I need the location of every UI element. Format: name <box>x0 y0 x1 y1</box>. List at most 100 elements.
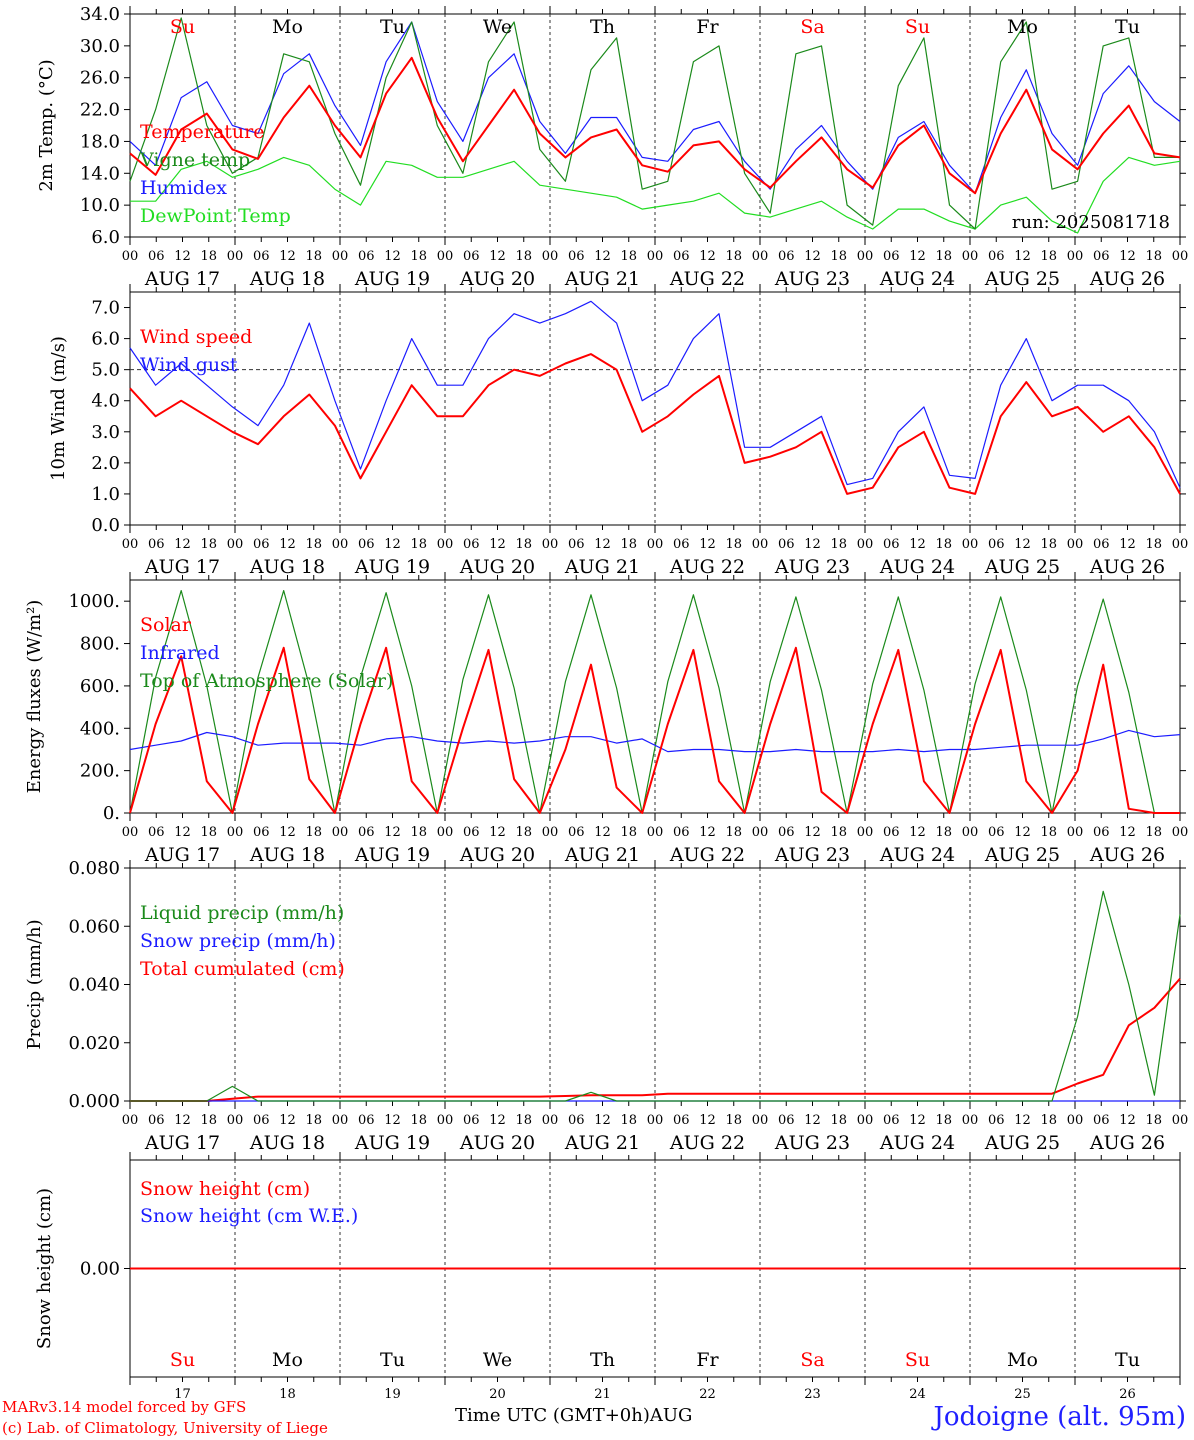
y-tick-label: 6.0 <box>91 329 120 350</box>
x-tick-label: 06 <box>883 1113 900 1128</box>
x-tick-label: 00 <box>752 825 769 840</box>
x-tick-label: 06 <box>358 825 375 840</box>
x-tick-label: 12 <box>489 249 506 264</box>
x-tick-label: 06 <box>148 825 165 840</box>
x-tick-label: 06 <box>883 537 900 552</box>
x-tick-label: 00 <box>857 1113 874 1128</box>
date-label: AUG 25 <box>984 844 1060 866</box>
x-tick-label: 06 <box>148 249 165 264</box>
day-number-label: 26 <box>1119 1387 1136 1402</box>
date-label: AUG 26 <box>1089 844 1165 866</box>
date-label: AUG 19 <box>354 268 430 290</box>
x-tick-label: 12 <box>489 1113 506 1128</box>
x-tick-label: 12 <box>1119 825 1136 840</box>
x-tick-label: 06 <box>463 249 480 264</box>
x-tick-label: 00 <box>122 537 139 552</box>
y-tick-label: 6.0 <box>91 227 120 248</box>
series-line-vigne-temp <box>129 17 1180 230</box>
x-tick-label: 06 <box>1093 1113 1110 1128</box>
day-name-label: We <box>483 16 512 38</box>
y-axis-label: 10m Wind (m/s) <box>48 336 69 481</box>
x-tick-label: 12 <box>804 249 821 264</box>
x-tick-label: 18 <box>1145 537 1162 552</box>
date-label: AUG 26 <box>1089 268 1165 290</box>
x-tick-label: 18 <box>200 537 217 552</box>
x-tick-label: 12 <box>279 1113 296 1128</box>
x-tick-label: 12 <box>489 537 506 552</box>
x-tick-label: 12 <box>699 825 716 840</box>
x-tick-label: 00 <box>857 825 874 840</box>
x-tick-label: 18 <box>620 537 637 552</box>
y-tick-label: 800. <box>80 634 120 655</box>
x-tick-label: 06 <box>568 1113 585 1128</box>
date-label: AUG 21 <box>564 1132 640 1154</box>
x-tick-label: 06 <box>568 537 585 552</box>
day-name-label: Sa <box>800 16 824 38</box>
x-tick-label: 00 <box>962 249 979 264</box>
x-tick-label: 18 <box>410 249 427 264</box>
x-tick-label: 06 <box>988 249 1005 264</box>
x-tick-label: 06 <box>148 1113 165 1128</box>
day-name-label: Th <box>590 1349 615 1371</box>
y-tick-label: 1.0 <box>91 484 120 505</box>
x-tick-label: 18 <box>620 249 637 264</box>
x-tick-label: 00 <box>857 249 874 264</box>
date-label: AUG 17 <box>144 268 220 290</box>
x-tick-label: 00 <box>647 537 664 552</box>
legend-entry: Humidex <box>140 177 227 199</box>
x-tick-label: 18 <box>725 249 742 264</box>
x-tick-label: 12 <box>699 1113 716 1128</box>
x-tick-label: 00 <box>1172 1113 1189 1128</box>
x-tick-label: 18 <box>620 825 637 840</box>
x-tick-label: 00 <box>1067 537 1084 552</box>
x-tick-label: 12 <box>279 249 296 264</box>
x-tick-label: 12 <box>804 537 821 552</box>
x-tick-label: 18 <box>200 1113 217 1128</box>
copyright-credit: (c) Lab. of Climatology, University of L… <box>2 1419 328 1437</box>
x-tick-label: 18 <box>410 825 427 840</box>
series-line-dewpoint-temp <box>130 156 1181 234</box>
day-name-label: Su <box>905 16 930 38</box>
x-tick-label: 12 <box>594 249 611 264</box>
day-name-label: Tu <box>1115 16 1140 38</box>
date-label: AUG 19 <box>354 556 430 578</box>
date-label: AUG 25 <box>984 556 1060 578</box>
x-tick-label: 18 <box>515 1113 532 1128</box>
y-tick-label: 3.0 <box>91 422 120 443</box>
x-tick-label: 00 <box>437 825 454 840</box>
x-tick-label: 00 <box>1172 249 1189 264</box>
y-tick-label: 34.0 <box>80 4 120 25</box>
date-label: AUG 21 <box>564 556 640 578</box>
x-tick-label: 00 <box>1172 537 1189 552</box>
x-tick-label: 00 <box>332 1113 349 1128</box>
y-tick-label: 0.080 <box>68 858 120 879</box>
day-name-label: Tu <box>380 16 405 38</box>
date-label: AUG 23 <box>774 268 850 290</box>
x-tick-label: 06 <box>673 537 690 552</box>
date-label: AUG 18 <box>249 844 325 866</box>
x-tick-label: 12 <box>1119 1113 1136 1128</box>
x-tick-label: 18 <box>1040 1113 1057 1128</box>
x-tick-label: 12 <box>804 1113 821 1128</box>
day-number-label: 24 <box>909 1387 926 1402</box>
legend-entry: DewPoint Temp <box>140 205 291 227</box>
x-tick-label: 00 <box>962 825 979 840</box>
y-tick-label: 22.0 <box>80 100 120 121</box>
date-label: AUG 21 <box>564 844 640 866</box>
y-tick-label: 14.0 <box>80 163 120 184</box>
x-tick-label: 12 <box>384 825 401 840</box>
x-tick-label: 00 <box>542 537 559 552</box>
y-tick-label: 0.000 <box>68 1091 120 1112</box>
x-tick-label: 00 <box>122 1113 139 1128</box>
day-name-label: Mo <box>1007 1349 1038 1371</box>
x-tick-label: 06 <box>463 1113 480 1128</box>
y-axis-label: 2m Temp. (°C) <box>36 59 57 191</box>
x-tick-label: 00 <box>332 537 349 552</box>
x-tick-label: 00 <box>122 249 139 264</box>
x-tick-label: 06 <box>148 537 165 552</box>
x-tick-label: 18 <box>935 1113 952 1128</box>
legend-entry: Temperature <box>140 121 264 143</box>
date-label: AUG 26 <box>1089 1132 1165 1154</box>
x-tick-label: 18 <box>725 537 742 552</box>
